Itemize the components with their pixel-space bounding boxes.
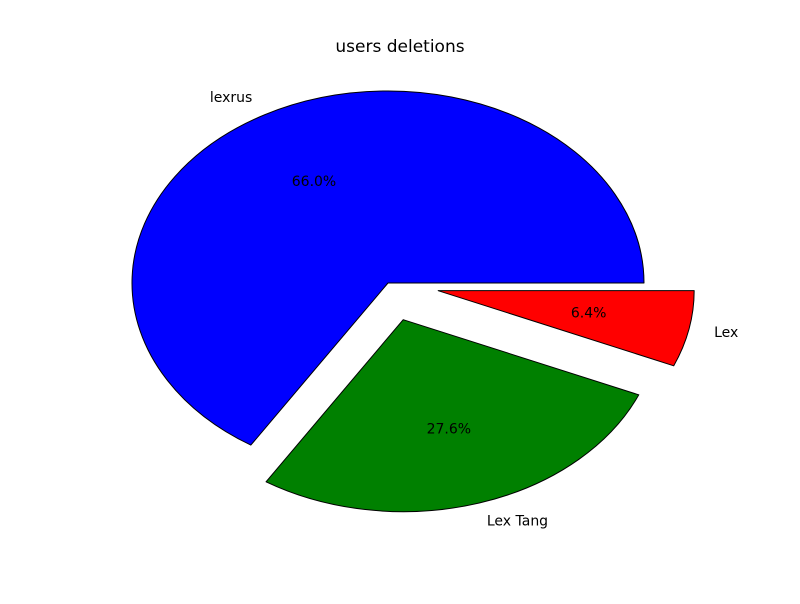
slice-percentage-label: 6.4%	[571, 306, 607, 322]
pie-slices	[131, 90, 695, 513]
slice-label: Lex	[714, 325, 738, 341]
slice-label: lexrus	[210, 90, 252, 106]
pie-labels: lexrus 66.0% Lex Tang 27.6% Lex 6.4%	[210, 90, 738, 529]
pie-slice-lex-tang	[265, 319, 640, 513]
slice-percentage-label: 66.0%	[292, 174, 336, 190]
pie-slice-lex	[437, 290, 695, 367]
slice-label: Lex Tang	[487, 513, 548, 529]
slice-percentage-label: 27.6%	[427, 422, 471, 438]
chart-title: users deletions	[335, 37, 464, 57]
pie-slice-lexrus	[131, 90, 645, 446]
